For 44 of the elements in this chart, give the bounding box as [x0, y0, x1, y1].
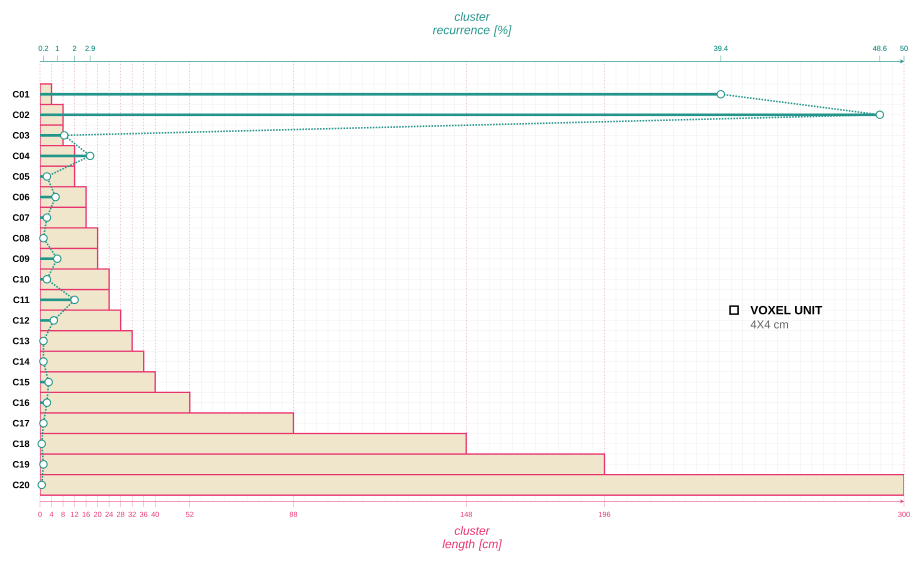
point: [37, 440, 46, 448]
y-tick-label: C14: [12, 358, 30, 365]
y-tick-label: C17: [12, 420, 30, 427]
y-tick-label: C08: [12, 234, 30, 242]
point: [39, 336, 48, 346]
y-tick-label: C16: [12, 399, 30, 406]
point: [42, 275, 52, 284]
x2-axis-title: cluster recurrence [%]: [432, 12, 512, 37]
y-tick-label: C20: [12, 482, 30, 488]
point: [876, 110, 884, 120]
y-tick-label: C18: [12, 440, 30, 448]
y-tick-label: C01: [12, 90, 30, 98]
point: [42, 398, 52, 407]
point: [53, 254, 62, 263]
point: [39, 418, 48, 428]
annotation: VOXEL UNIT: [750, 306, 822, 314]
y-tick-label: C07: [12, 214, 30, 221]
y-tick-label: C19: [12, 461, 30, 468]
point: [50, 316, 58, 325]
point: [86, 152, 94, 160]
y-tick-label: C02: [12, 112, 30, 118]
y-tick-label: C13: [12, 338, 30, 344]
point: [60, 131, 68, 140]
point: [39, 234, 48, 242]
point: [37, 480, 46, 490]
y-tick-label: C15: [12, 378, 30, 386]
point: [39, 357, 48, 366]
y-tick-label: C05: [12, 173, 30, 180]
point: [70, 296, 79, 304]
y-tick-label: C03: [12, 132, 30, 139]
y-tick-label: C11: [13, 296, 30, 304]
y-tick-label: C04: [12, 152, 30, 160]
y-tick-label: C09: [12, 255, 30, 262]
point: [51, 192, 60, 202]
y-tick-label: C06: [12, 194, 30, 200]
y-tick-label: C12: [12, 317, 30, 324]
y-tick-label: C10: [12, 276, 30, 283]
point: [39, 460, 48, 469]
point: [716, 90, 726, 98]
annotation: 4X4 cm: [750, 320, 788, 328]
point: [42, 213, 52, 222]
point: [42, 172, 52, 181]
x-axis-title: cluster length [cm]: [442, 526, 502, 551]
point: [44, 378, 53, 386]
